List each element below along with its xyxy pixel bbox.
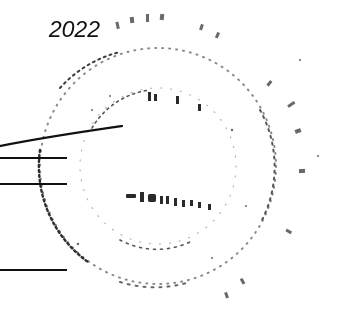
seal-ring-fragment: [59, 51, 121, 89]
seal-inner-fragment: [119, 239, 191, 251]
seal-ring-fragment: [259, 109, 276, 221]
seal-ring-fragment: [119, 281, 191, 289]
seal-inner-fragment: [91, 89, 151, 129]
seal-ring-fragment: [37, 148, 90, 264]
stamp-speckle: [76, 59, 319, 259]
signature-stroke: [0, 124, 124, 148]
seal-inner-ring: [79, 87, 237, 245]
seal-center-marks: [126, 92, 211, 210]
seal-lettering: [115, 13, 306, 299]
date-year-text: 2022: [48, 16, 100, 42]
